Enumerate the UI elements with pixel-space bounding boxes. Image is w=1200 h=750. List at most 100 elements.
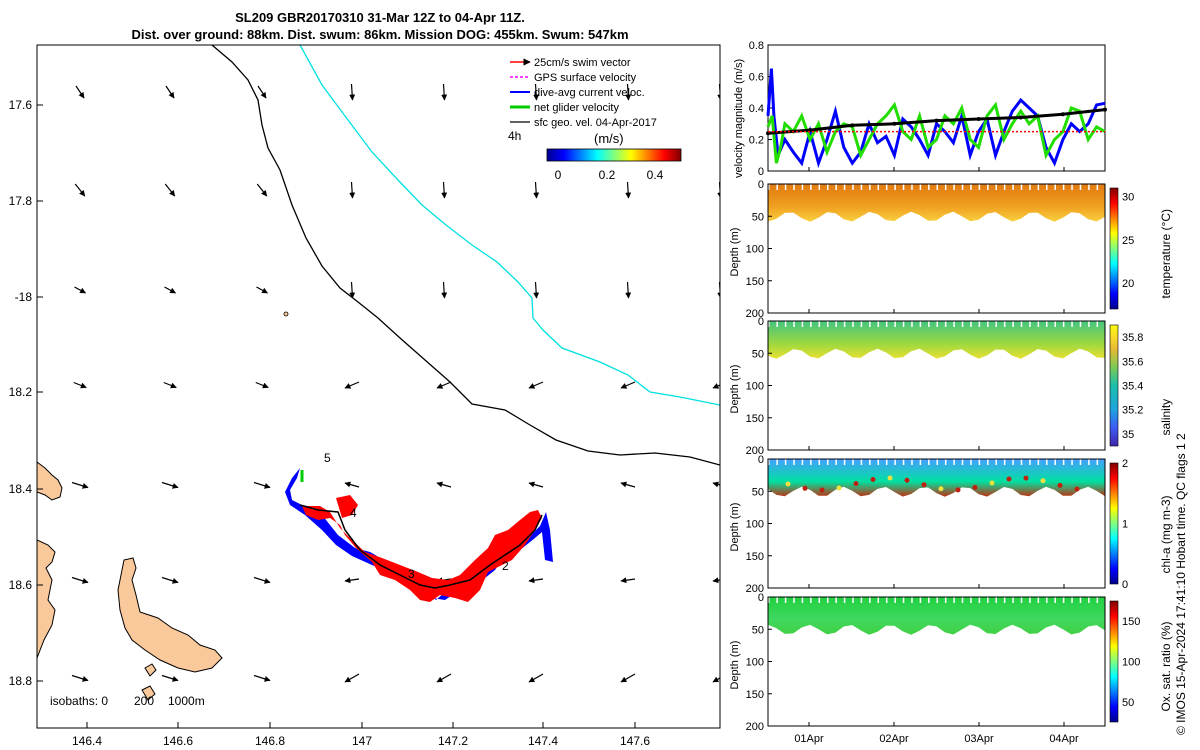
section-panel-4: 0 50 100 150 200 Depth (m) 150 100 50 Ox. sat. ra… — [729, 592, 1173, 733]
depth-tick-label: 0 — [758, 454, 764, 466]
profile-gap — [953, 597, 955, 603]
profile-gap — [776, 321, 778, 327]
map-y-tick-label: 18.8 — [9, 674, 33, 688]
geo-velocity-arrow — [620, 577, 636, 584]
geo-velocity-arrow — [620, 673, 636, 683]
depth-tick-label: 0 — [758, 592, 764, 604]
colorbar-label: temperature (°C) — [1159, 209, 1173, 299]
profile-gap — [978, 597, 981, 603]
profile-gap — [801, 184, 804, 190]
profile-gap — [1079, 184, 1082, 190]
legend-item-dive: dive-avg current veloc. — [534, 87, 645, 99]
profile-gap — [894, 597, 896, 603]
velocity-y-label: velocity magnitude (m/s) — [733, 59, 745, 178]
profile-gap — [953, 459, 955, 465]
profile-gap — [877, 184, 880, 190]
profile-gap — [894, 321, 896, 327]
profile-gap — [860, 597, 863, 603]
profile-gap — [1079, 459, 1082, 465]
map-y-tick-label: 18.6 — [9, 578, 33, 592]
profile-gap — [928, 459, 930, 465]
profile-gap — [1062, 597, 1065, 603]
map-x-axis: 146.4 146.6 146.8 147 147.2 147.4 147.6 — [72, 722, 650, 748]
track-label-3: 3 — [408, 567, 415, 581]
depth-tick-label: 200 — [746, 308, 764, 320]
isobaths-label: isobaths: 0 — [50, 694, 108, 708]
geo-velocity-arrow — [71, 481, 89, 489]
section-field — [768, 459, 1105, 497]
chl-sample — [785, 481, 791, 487]
profile-gap — [801, 597, 804, 603]
geo-velocity-arrow — [528, 481, 544, 488]
profile-gap — [1071, 321, 1073, 327]
profile-gap — [970, 184, 972, 190]
profile-gap — [1062, 321, 1065, 327]
profile-gap — [843, 321, 846, 327]
profile-gap — [810, 597, 812, 603]
profile-gap — [961, 459, 964, 465]
profile-gap — [826, 321, 829, 327]
geo-velocity-arrow — [436, 381, 452, 389]
section-colorbar — [1109, 462, 1119, 585]
geo-velocity-arrow — [253, 674, 271, 682]
profile-gap — [902, 597, 905, 603]
geo-velocity-arrow — [625, 181, 632, 199]
profile-gap — [1029, 459, 1031, 465]
profile-gap — [885, 459, 888, 465]
map-x-tick-label: 147.2 — [438, 734, 468, 748]
profile-gap — [987, 459, 989, 465]
geo-velocity-arrow — [620, 481, 636, 488]
legend-item-net: net glider velocity — [534, 102, 619, 114]
geo-velocity-arrow — [528, 577, 544, 584]
profile-gap — [852, 321, 854, 327]
geo-velocity-arrow — [533, 181, 540, 199]
profile-gap — [776, 459, 778, 465]
chl-sample — [1074, 486, 1080, 492]
profile-gap — [928, 321, 930, 327]
profile-gap — [1062, 184, 1065, 190]
legend-item-gps: GPS surface velocity — [534, 72, 637, 84]
profile-gap — [877, 321, 880, 327]
profile-gap — [869, 321, 871, 327]
track-label-4: 4 — [350, 506, 357, 520]
profile-gap — [1003, 184, 1006, 190]
depth-tick-label: 150 — [746, 551, 764, 563]
isobath-label-200: 200 — [134, 694, 154, 708]
profile-gap — [1012, 321, 1014, 327]
profile-gap — [928, 597, 930, 603]
profile-gap — [826, 459, 829, 465]
profile-gap — [911, 597, 913, 603]
profile-gap — [944, 321, 947, 327]
section-field — [768, 597, 1105, 635]
section-colorbar — [1109, 187, 1119, 310]
profile-gap — [826, 597, 829, 603]
profile-gap — [843, 597, 846, 603]
profile-gap — [911, 321, 913, 327]
geo-velocity-arrow — [253, 481, 271, 489]
geo-velocity-arrow — [533, 83, 540, 101]
profile-gap — [818, 184, 821, 190]
geo-velocity-arrow — [712, 481, 720, 488]
profile-gap — [1046, 184, 1048, 190]
track-label-5: 5 — [324, 451, 331, 465]
profile-gap — [784, 184, 787, 190]
depth-tick-label: 150 — [746, 689, 764, 701]
chl-sample — [870, 476, 876, 482]
profile-gap — [919, 321, 922, 327]
section-colorbar — [1109, 324, 1119, 447]
profile-gap — [793, 184, 795, 190]
depth-tick-label: 150 — [746, 276, 764, 288]
geo-velocity-arrow — [71, 674, 89, 682]
colorbar-tick-label: 35.4 — [1122, 381, 1143, 393]
depth-tick-label: 200 — [746, 445, 764, 457]
profile-gap — [1071, 184, 1073, 190]
legend-time-label: 4h — [508, 129, 521, 143]
geo-velocity-arrow — [165, 85, 175, 99]
colorbar-label: salinity — [1159, 399, 1173, 436]
velocity-axes-frame — [767, 44, 1106, 172]
profile-gap — [810, 321, 812, 327]
section-field — [768, 184, 1105, 222]
profile-gap — [1037, 459, 1040, 465]
chl-sample — [921, 482, 927, 488]
